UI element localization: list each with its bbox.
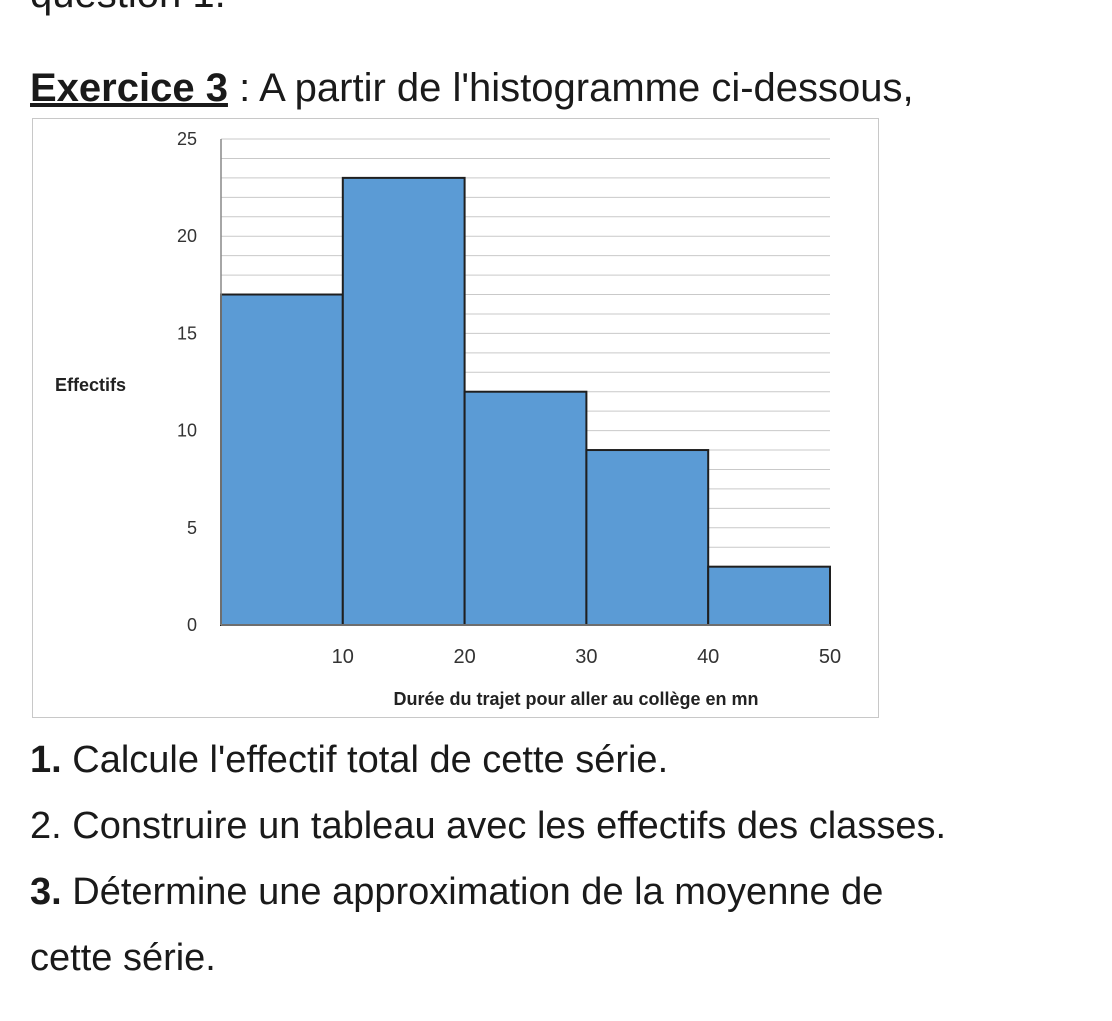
exercise-heading: Exercice 3 : A partir de l'histogramme c…: [30, 64, 914, 112]
question-2-text: 2. Construire un tableau avec les effect…: [30, 805, 947, 847]
histogram-svg: 0 5 10 15 20 25 10 20 30 40 50 Effectifs Durée du…: [55, 129, 841, 709]
y-tick-labels: 0 5 10 15 20 25: [177, 129, 197, 635]
x-tick-label: 50: [819, 646, 841, 668]
question-3-continued: cette série.: [30, 935, 216, 981]
histogram-bar-4: [585, 449, 710, 627]
question-1: 1. Calcule l'effectif total de cette sér…: [30, 737, 668, 783]
histogram-bar-1: [220, 293, 344, 627]
histogram-bar-3: [463, 390, 588, 626]
y-tick-label: 10: [177, 421, 197, 441]
question-3: 3. Détermine une approximation de la moy…: [30, 869, 883, 915]
y-tick-label: 5: [187, 518, 197, 538]
histogram-chart: 0 5 10 15 20 25 10 20 30 40 50 Effectifs Durée du…: [32, 118, 879, 718]
y-tick-label: 0: [187, 615, 197, 635]
axes: [220, 139, 830, 626]
previous-question-text: question 1.: [30, 0, 226, 18]
y-tick-label: 15: [177, 323, 197, 343]
question-1-number: 1.: [30, 739, 62, 781]
question-2: 2. Construire un tableau avec les effect…: [30, 803, 946, 849]
histogram-bars: [220, 176, 832, 627]
question-3-continued-text: cette série.: [30, 937, 216, 979]
x-tick-labels: 10 20 30 40 50: [332, 646, 841, 668]
x-tick-label: 10: [332, 646, 354, 668]
y-axis-label: Effectifs: [55, 375, 126, 395]
x-tick-label: 30: [575, 646, 597, 668]
question-3-number: 3.: [30, 871, 62, 913]
x-axis-label: Durée du trajet pour aller au collège en…: [393, 689, 758, 709]
x-tick-label: 40: [697, 646, 719, 668]
x-tick-label: 20: [453, 646, 475, 668]
histogram-bar-5: [707, 565, 832, 626]
y-tick-label: 20: [177, 226, 197, 246]
exercise-intro: : A partir de l'histogramme ci-dessous,: [227, 66, 914, 110]
question-3-text: Détermine une approximation de la moyenn…: [61, 871, 884, 913]
exercise-label: Exercice 3: [30, 66, 228, 110]
question-1-text: Calcule l'effectif total de cette série.: [61, 739, 669, 781]
histogram-bar-2: [341, 176, 466, 626]
y-tick-label: 25: [177, 129, 197, 149]
